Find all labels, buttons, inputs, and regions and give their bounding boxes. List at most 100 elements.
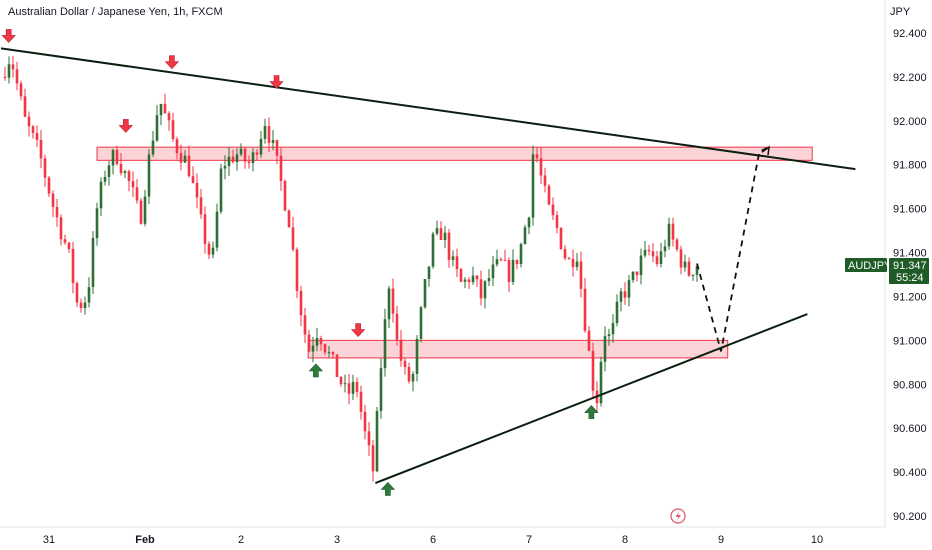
replay-icon[interactable] (670, 508, 686, 524)
x-tick-label: Feb (135, 534, 155, 546)
candle-body (171, 120, 175, 140)
candle-body (139, 200, 143, 224)
candle-body (315, 338, 319, 346)
candle-body (199, 197, 203, 215)
candle-body (259, 138, 263, 155)
y-tick-label: 90.600 (893, 423, 927, 435)
candle-body (507, 260, 511, 282)
symbol-badge (845, 258, 887, 272)
candle-body (19, 83, 23, 97)
candle-body (675, 239, 679, 250)
price-axis[interactable]: 92.400 92.200 92.000 91.800 91.600 91.400 91.2… (893, 28, 927, 523)
candle-body (215, 211, 219, 248)
candle-body (643, 249, 647, 256)
candle-body (475, 275, 479, 280)
chart-title: Australian Dollar / Japanese Yen, 1h, FX… (8, 6, 223, 18)
candle-body (35, 133, 39, 140)
candle-body (235, 154, 239, 163)
candle-body (27, 116, 31, 127)
candle-body (663, 246, 667, 252)
candle-body (395, 313, 399, 340)
candle-body (479, 279, 483, 299)
candle-body (611, 323, 615, 335)
candle-body (67, 242, 71, 250)
candle-body (531, 154, 535, 218)
candle-body (515, 259, 519, 264)
candle-body (623, 291, 627, 298)
down-arrow-marker (118, 119, 133, 133)
candle-body (275, 140, 279, 156)
candle-body (51, 193, 55, 208)
time-axis[interactable]: 31 Feb 2 3 6 7 8 9 10 (43, 534, 823, 546)
candle-body (655, 256, 659, 264)
candle-body (243, 148, 247, 162)
y-tick-label: 91.600 (893, 204, 927, 216)
candle-body (247, 161, 251, 164)
symbol-label: AUDJPY (848, 260, 892, 272)
candle-body (15, 69, 19, 84)
candle-body (355, 381, 359, 392)
candle-body (331, 352, 335, 355)
candle-body (71, 249, 75, 284)
support-trendline[interactable] (375, 313, 808, 484)
zone-layer (96, 146, 813, 359)
candle-body (279, 155, 283, 182)
candle-body (59, 217, 63, 240)
candle-body (339, 376, 343, 385)
y-tick-label: 91.400 (893, 248, 927, 260)
candle-body (383, 319, 387, 369)
candle-body (539, 158, 543, 176)
candle-body (471, 275, 475, 283)
candle-body (363, 411, 367, 432)
candle-body (435, 228, 439, 234)
candle-body (575, 261, 579, 267)
candle-body (111, 149, 115, 166)
candle-body (351, 381, 355, 394)
x-tick-label: 10 (811, 534, 823, 546)
y-tick-label: 90.400 (893, 467, 927, 479)
sr-zone (307, 339, 729, 359)
candle-body (651, 251, 655, 257)
candle-body (287, 210, 291, 228)
candle-body (547, 185, 551, 205)
candle-body (447, 232, 451, 260)
candle-body (443, 232, 447, 240)
candle-body (695, 265, 699, 275)
candle-body (127, 171, 131, 182)
candle-body (91, 238, 95, 288)
candle-body (583, 288, 587, 331)
candle-body (567, 258, 571, 260)
last-price: 91.347 (893, 260, 927, 272)
candle-body (115, 149, 119, 164)
y-tick-label: 92.000 (893, 116, 927, 128)
candle-body (483, 281, 487, 299)
candle-body (135, 187, 139, 201)
candle-body (591, 350, 595, 391)
candle-body (79, 302, 83, 309)
candle-body (499, 259, 503, 261)
candle-body (459, 269, 463, 282)
candle-body (615, 301, 619, 324)
candle-body (407, 367, 411, 382)
candle-body (647, 249, 651, 252)
candle-body (427, 266, 431, 279)
candle-body (379, 368, 383, 411)
candle-body (631, 271, 635, 281)
candle-body (183, 155, 187, 163)
projection-arrowhead (761, 145, 770, 156)
candle-body (143, 196, 147, 224)
candle-body (307, 334, 311, 352)
bar-countdown: 55:24 (896, 272, 924, 284)
candle-body (231, 156, 235, 163)
candle-body (555, 215, 559, 228)
candle-body (159, 103, 163, 116)
candle-body (151, 140, 155, 155)
candle-body (691, 274, 695, 276)
candle-body (359, 391, 363, 412)
resistance-trendline[interactable] (0, 47, 856, 171)
price-badge: AUDJPY 91.347 55:24 (845, 258, 929, 284)
candle-body (599, 361, 603, 404)
candle-body (603, 336, 607, 362)
candle-body (179, 153, 183, 163)
